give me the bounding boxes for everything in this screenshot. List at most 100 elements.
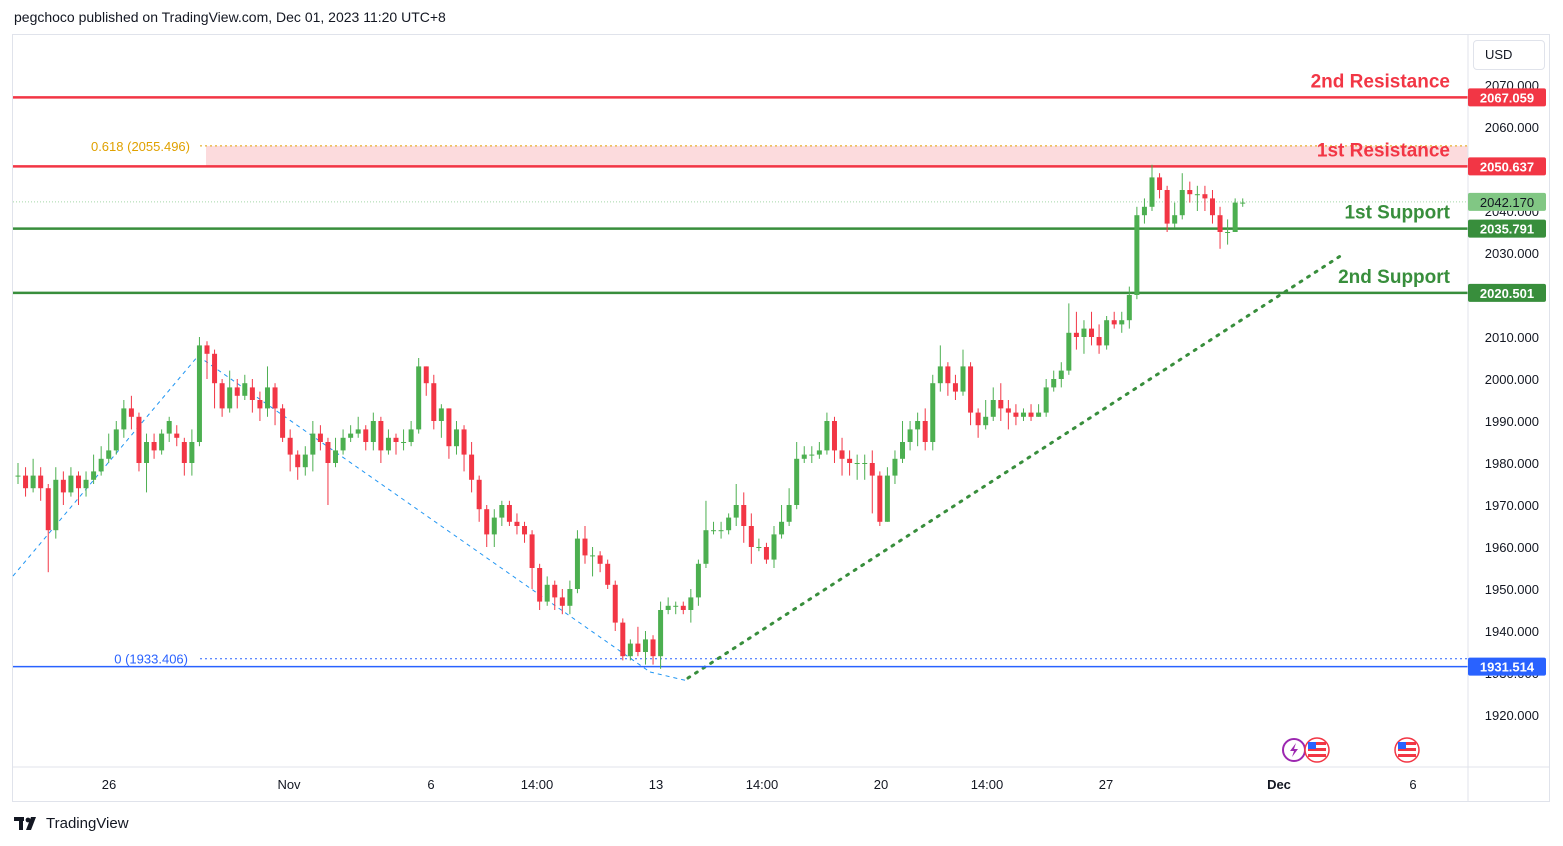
candle-body — [975, 412, 981, 426]
candle-body — [385, 437, 391, 451]
uptrend-line — [686, 251, 1347, 680]
candle-body — [113, 429, 119, 451]
candle-body — [1028, 412, 1034, 417]
x-tick-3: 14:00 — [521, 777, 554, 792]
candle-body — [506, 505, 512, 522]
candle-body — [15, 475, 21, 477]
current-price-tag-text: 2042.170 — [1480, 195, 1534, 210]
level-label-2: 1st Support — [1344, 203, 1450, 224]
tradingview-logo-icon[interactable] — [14, 816, 40, 831]
candle-body — [1187, 190, 1193, 195]
candle-57 — [446, 408, 452, 459]
candle-81 — [627, 639, 633, 661]
candle-82 — [635, 626, 641, 657]
candle-107 — [824, 412, 830, 455]
candle-157 — [1202, 185, 1208, 211]
level-label-0: 2nd Resistance — [1311, 71, 1450, 92]
candle-28 — [227, 370, 233, 413]
candle-120 — [922, 408, 928, 451]
event-icons[interactable] — [1282, 737, 1420, 763]
candle-body — [23, 475, 29, 489]
candle-149 — [1141, 198, 1147, 224]
candle-19 — [159, 429, 165, 455]
candle-body — [121, 408, 127, 430]
candle-body — [937, 366, 943, 384]
dividend-event-icon[interactable] — [1282, 738, 1306, 762]
candle-16 — [136, 412, 142, 472]
candle-body — [567, 589, 573, 606]
candle-body — [446, 408, 452, 447]
price-tag-text-1: 2050.637 — [1480, 159, 1534, 174]
candle-body — [355, 429, 361, 434]
candle-body — [317, 433, 323, 442]
candle-body — [688, 597, 694, 610]
candle-layer — [15, 164, 1246, 669]
y-tick-11: 1950.000 — [1485, 582, 1539, 597]
candle-122 — [937, 345, 943, 392]
currency-selector[interactable]: USD — [1473, 40, 1545, 70]
current-price-tag: 2042.170 — [1468, 192, 1546, 211]
price-tag-text-4: 1931.514 — [1480, 660, 1535, 675]
candle-body — [38, 475, 44, 489]
candle-13 — [113, 421, 119, 455]
candle-160 — [1225, 219, 1231, 245]
candle-37 — [295, 450, 301, 480]
candle-body — [635, 643, 641, 652]
zigzag-line-2 — [649, 671, 689, 682]
candle-45 — [355, 416, 361, 438]
candle-141 — [1081, 320, 1087, 354]
candle-body — [703, 530, 709, 564]
candle-body — [302, 454, 308, 468]
candle-75 — [582, 526, 588, 564]
candle-body — [582, 538, 588, 556]
candle-109 — [839, 437, 845, 476]
candle-48 — [378, 416, 384, 463]
candle-65 — [506, 500, 512, 526]
candle-body — [128, 408, 134, 417]
candle-body — [1081, 328, 1087, 337]
us-flag-icon[interactable] — [1304, 737, 1330, 763]
candle-46 — [363, 425, 369, 451]
candle-131 — [1005, 400, 1011, 430]
candle-body — [763, 547, 769, 560]
candle-body — [892, 458, 898, 476]
candle-84 — [650, 635, 656, 665]
candle-body — [1119, 320, 1125, 325]
candle-129 — [990, 387, 996, 421]
candle-5 — [53, 467, 59, 539]
candle-body — [438, 408, 444, 421]
candle-body — [476, 479, 482, 510]
candle-152 — [1164, 185, 1170, 232]
candle-23 — [189, 429, 195, 476]
candle-body — [257, 400, 263, 409]
candle-body — [922, 421, 928, 442]
candle-body — [786, 505, 792, 522]
fib-layer: 0.618 (2055.496) 0 (1933.406) — [91, 139, 1468, 667]
chart-frame[interactable] — [12, 34, 1550, 802]
y-tick-4: 2030.000 — [1485, 246, 1539, 261]
candle-body — [469, 454, 475, 480]
candle-70 — [544, 576, 550, 606]
candle-body — [174, 433, 180, 438]
candle-86 — [665, 597, 671, 615]
x-tick-5: 14:00 — [746, 777, 779, 792]
candle-117 — [900, 421, 906, 463]
candle-body — [1073, 332, 1079, 337]
candle-body — [1225, 232, 1231, 233]
candle-body — [801, 454, 807, 459]
candle-body — [612, 584, 618, 623]
candle-94 — [726, 513, 732, 535]
candle-body — [869, 463, 875, 476]
candle-body — [748, 526, 754, 547]
candle-112 — [862, 454, 868, 480]
price-tag-text-2: 2035.791 — [1480, 222, 1534, 237]
candle-64 — [499, 500, 505, 526]
x-tick-8: 27 — [1099, 777, 1113, 792]
us-flag-icon[interactable] — [1394, 737, 1420, 763]
candle-body — [665, 605, 671, 610]
candle-126 — [968, 362, 974, 426]
candle-body — [779, 521, 785, 535]
candle-body — [242, 383, 248, 396]
candle-body — [1164, 190, 1170, 224]
